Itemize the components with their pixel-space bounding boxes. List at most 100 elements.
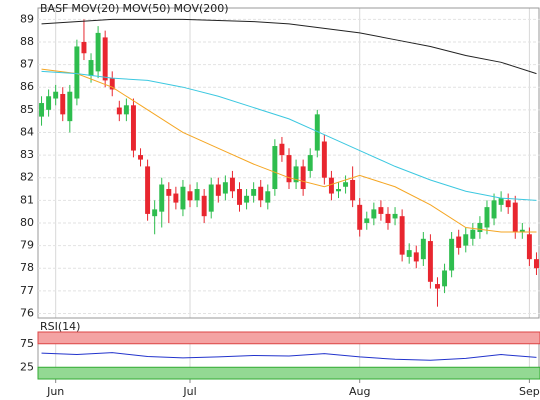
candle-body — [328, 177, 334, 194]
y-tick-label: 76 — [20, 306, 34, 319]
y-tick-label: 83 — [20, 148, 34, 161]
y-tick-label: 85 — [20, 103, 34, 116]
candle-body — [498, 198, 504, 205]
candle-body — [420, 238, 426, 260]
candle-body — [272, 146, 278, 190]
candle-body — [39, 103, 45, 117]
candle-body — [307, 155, 313, 171]
legend-entry: MOV(200) — [174, 2, 229, 15]
candle-body — [378, 207, 384, 214]
candle-body — [187, 191, 193, 201]
candle-body — [336, 189, 341, 192]
candle-body — [512, 202, 518, 233]
y-tick-label: 82 — [20, 171, 34, 184]
lower-band — [37, 366, 540, 380]
candle-body — [116, 107, 122, 115]
candle-body — [350, 179, 356, 201]
candle-body — [53, 91, 59, 99]
candle-body — [229, 177, 235, 192]
candle-body — [343, 182, 349, 187]
candle-body — [222, 182, 228, 194]
candle-body — [74, 46, 80, 99]
candle-body — [166, 189, 172, 196]
y-tick-label: 77 — [20, 284, 34, 297]
candle-body — [215, 184, 221, 196]
candle-body — [526, 234, 532, 260]
candle-body — [519, 229, 525, 233]
candle-body — [180, 186, 186, 210]
y-tick-label: 81 — [20, 193, 34, 206]
candle-body — [286, 155, 292, 183]
candle-body — [109, 78, 115, 90]
candle-body — [533, 259, 539, 269]
candle-body — [102, 37, 108, 81]
candle-body — [237, 189, 242, 205]
candle-body — [159, 184, 165, 212]
x-tick-label: Jun — [46, 385, 64, 398]
candle-body — [406, 250, 412, 257]
candle-body — [293, 166, 299, 183]
candle-body — [491, 200, 497, 219]
candle-body — [265, 191, 271, 203]
panel-frame — [37, 7, 540, 319]
candle-body — [427, 241, 433, 282]
legend-entry: MOV(20) — [71, 2, 119, 15]
x-tick-label: Jul — [182, 385, 196, 398]
candle-body — [251, 189, 257, 196]
candle-body — [385, 213, 391, 223]
candle-body — [435, 284, 440, 289]
candle-body — [123, 105, 129, 115]
candle-body — [208, 184, 214, 212]
candle-body — [67, 91, 73, 122]
candle-body — [413, 252, 419, 262]
y-tick-label: 88 — [20, 35, 34, 48]
candle-body — [173, 193, 179, 203]
legend-entry: RSI(14) — [40, 320, 80, 333]
candle-body — [364, 218, 370, 223]
line-series — [41, 70, 537, 201]
candle-body — [81, 41, 87, 54]
candle-body — [477, 222, 483, 233]
candle-body — [244, 195, 250, 203]
line-series — [41, 18, 537, 75]
candle-body — [300, 166, 306, 190]
y-tick-label: 89 — [20, 12, 34, 25]
candle-body — [258, 186, 264, 201]
y-tick-label: 86 — [20, 80, 34, 93]
legend-entry: MOV(50) — [122, 2, 170, 15]
y-tick-label: 80 — [20, 216, 34, 229]
candle-body — [130, 105, 136, 151]
upper-band — [37, 331, 540, 345]
candle-body — [88, 60, 94, 76]
candle-body — [449, 238, 455, 271]
candle-body — [470, 229, 476, 239]
y-tick-label: 25 — [20, 360, 34, 373]
candle-body — [152, 209, 158, 217]
candle-body — [321, 141, 327, 178]
candle-body — [46, 96, 52, 110]
candle-body — [456, 236, 462, 248]
candle-body — [194, 189, 200, 201]
candle-body — [279, 143, 285, 156]
candle-body — [399, 216, 405, 255]
candle-body — [60, 93, 66, 115]
y-tick-label: 79 — [20, 239, 34, 252]
candle-body — [95, 32, 101, 72]
line-series — [41, 352, 537, 361]
y-tick-label: 84 — [20, 125, 34, 138]
candle-body — [201, 195, 207, 217]
candle-body — [442, 270, 448, 287]
candle-body — [357, 204, 363, 230]
candle-body — [392, 213, 398, 219]
y-tick-label: 87 — [20, 58, 34, 71]
x-tick-label: Aug — [349, 385, 370, 398]
candle-body — [505, 200, 511, 208]
candle-body — [314, 114, 320, 151]
candle-body — [145, 166, 151, 214]
candle-body — [484, 207, 490, 228]
candle-body — [463, 234, 469, 246]
legend-entry: BASF — [40, 2, 68, 15]
candle-body — [138, 155, 143, 160]
line-series — [41, 68, 537, 233]
